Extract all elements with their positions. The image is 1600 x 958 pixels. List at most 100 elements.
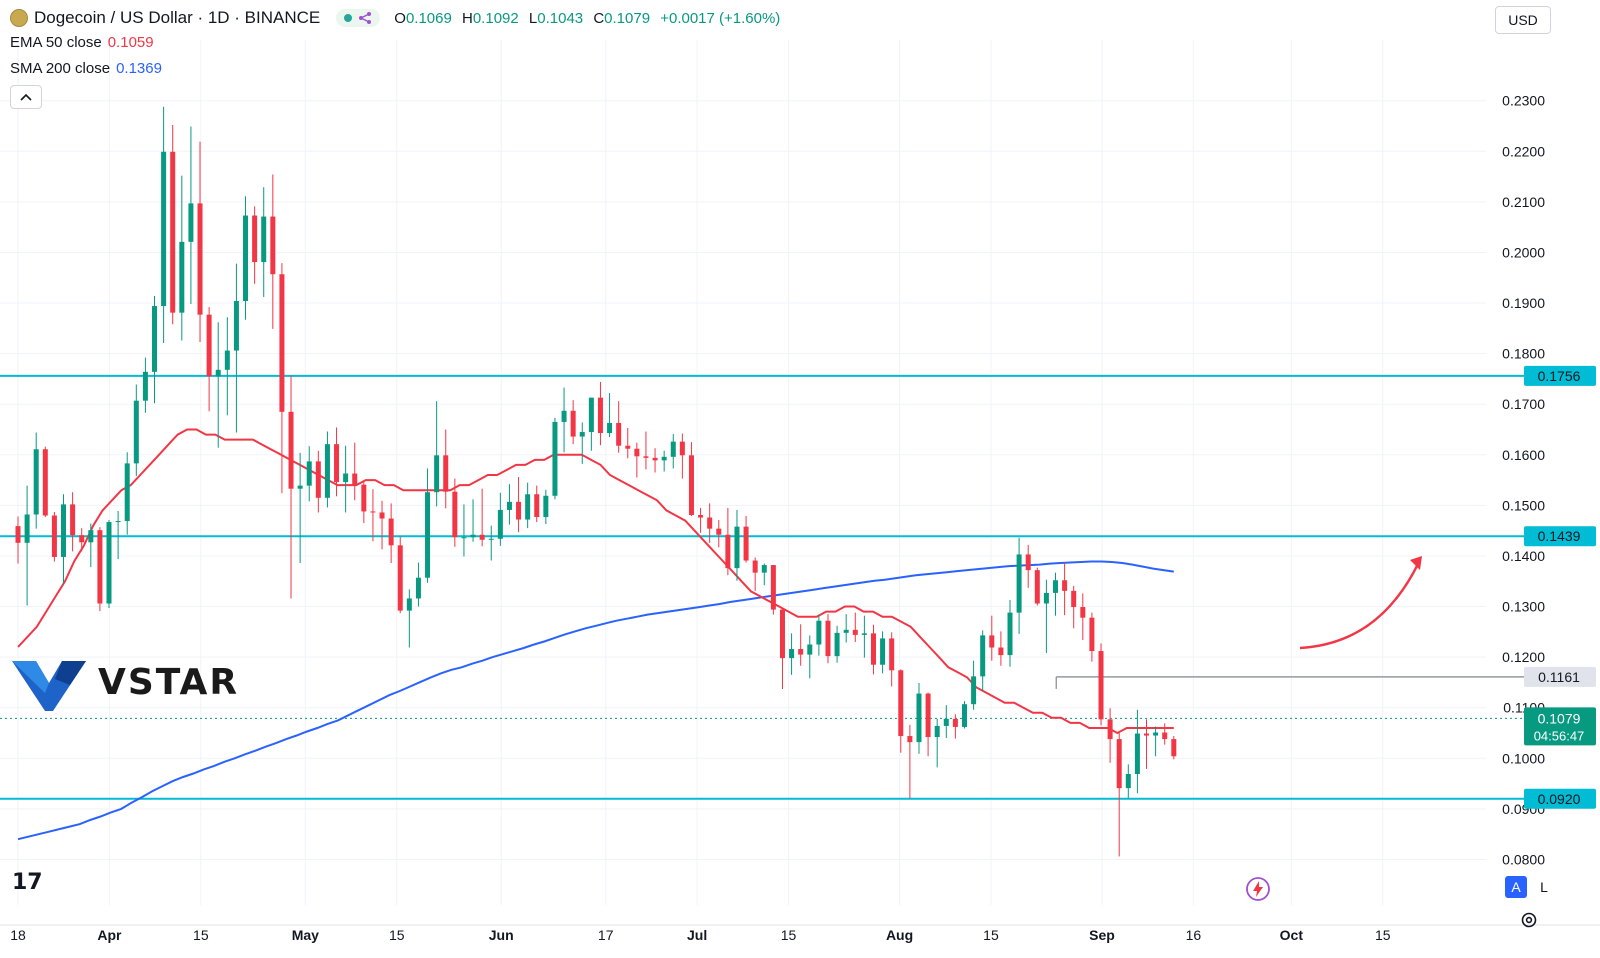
price-tick-label: 0.2000 bbox=[1502, 244, 1545, 260]
candle-body bbox=[1098, 651, 1104, 720]
candle-body bbox=[807, 644, 813, 655]
time-tick-label: Sep bbox=[1089, 927, 1115, 943]
candle-body bbox=[734, 526, 740, 569]
collapse-legend-button[interactable] bbox=[10, 85, 42, 109]
grid-lines bbox=[0, 40, 1486, 905]
candle-body bbox=[925, 693, 931, 738]
time-axis[interactable]: 18 Apr 15 May 15 Jun 17 Jul 15 Aug 15 Sep 16 Oct 15 bbox=[0, 924, 1600, 943]
candle-body bbox=[998, 647, 1004, 656]
candle-body bbox=[852, 629, 858, 635]
price-tag bbox=[1524, 526, 1596, 547]
candle-body bbox=[133, 400, 139, 464]
candle-body bbox=[534, 494, 540, 518]
candle-body bbox=[980, 635, 986, 677]
candle-body bbox=[279, 274, 285, 412]
symbol-title[interactable]: Dogecoin / US Dollar · 1D · BINANCE bbox=[34, 8, 321, 27]
price-tick-label: 0.1900 bbox=[1502, 295, 1545, 311]
price-tag bbox=[1524, 365, 1596, 386]
price-tick-label: 0.0800 bbox=[1502, 851, 1545, 867]
candle-body bbox=[607, 422, 613, 434]
candle-body bbox=[15, 526, 21, 543]
candle-body bbox=[1153, 732, 1159, 736]
candle-body bbox=[616, 422, 622, 446]
candle-body bbox=[79, 535, 85, 543]
open-key: O bbox=[394, 9, 406, 27]
vstar-watermark: VSTAR bbox=[10, 652, 239, 712]
price-tick-label: 0.1600 bbox=[1502, 447, 1545, 463]
price-tick-label: 0.1300 bbox=[1502, 599, 1545, 615]
candle-body bbox=[452, 491, 458, 538]
candle-body bbox=[1144, 733, 1150, 736]
ema-50-series bbox=[17, 428, 1174, 735]
candle-body bbox=[506, 501, 512, 510]
candle-body bbox=[643, 456, 649, 458]
low-key: L bbox=[528, 9, 538, 27]
last-price-label: 0.1079 bbox=[1538, 710, 1581, 726]
auto-scale-button[interactable]: A bbox=[1505, 876, 1527, 898]
time-tick-label: Apr bbox=[97, 927, 122, 943]
candle-body bbox=[370, 511, 376, 513]
candle-body bbox=[934, 725, 940, 738]
price-tick-label: 0.1200 bbox=[1502, 649, 1545, 665]
vstar-logo-icon bbox=[12, 661, 86, 711]
candle-body bbox=[497, 509, 503, 539]
price-tick-label: 0.1400 bbox=[1502, 548, 1545, 564]
open-value: 0.1069 bbox=[405, 9, 452, 27]
candle-body bbox=[707, 517, 713, 529]
share-icon bbox=[359, 12, 372, 24]
candle-body bbox=[415, 577, 421, 599]
ema-indicator-legend[interactable]: EMA 50 close 0.1059 bbox=[10, 34, 154, 51]
candle-body bbox=[634, 448, 640, 457]
candle-body bbox=[679, 441, 685, 456]
time-tick-label: 15 bbox=[389, 927, 405, 943]
candle-body bbox=[570, 410, 576, 437]
horizontal-levels bbox=[0, 374, 1524, 800]
candle-body bbox=[843, 629, 849, 633]
candle-body bbox=[761, 565, 767, 573]
close-value: 0.1079 bbox=[604, 9, 651, 27]
low-value: 0.1043 bbox=[537, 9, 584, 27]
candle-body bbox=[961, 704, 967, 727]
candle-body bbox=[789, 649, 795, 659]
candle-body bbox=[434, 455, 440, 493]
time-tick-label: Jun bbox=[489, 927, 514, 943]
candle-body bbox=[1107, 719, 1113, 740]
candle-body bbox=[1089, 617, 1095, 652]
candle-body bbox=[834, 632, 840, 657]
currency-button[interactable]: USD bbox=[1495, 6, 1551, 34]
candle-body bbox=[916, 693, 922, 743]
candle-body bbox=[1116, 739, 1122, 789]
sma-value: 0.1369 bbox=[116, 60, 162, 77]
candle-body bbox=[315, 461, 321, 498]
sma-indicator-legend[interactable]: SMA 200 close 0.1369 bbox=[10, 60, 162, 77]
candle-body bbox=[1162, 732, 1168, 740]
tradingview-logo[interactable]: 17 bbox=[12, 870, 43, 895]
candle-body bbox=[425, 492, 431, 578]
candle-body bbox=[406, 598, 412, 611]
price-axis[interactable]: 0.08000.09000.10000.11000.12000.13000.14… bbox=[1502, 93, 1545, 868]
lightning-icon[interactable] bbox=[1245, 876, 1271, 902]
sma-200-series bbox=[17, 560, 1174, 841]
candle-body bbox=[1016, 554, 1022, 613]
log-scale-button[interactable]: L bbox=[1540, 879, 1548, 895]
sma-200-line bbox=[17, 560, 1174, 841]
time-tick-label: May bbox=[292, 927, 319, 943]
candle-body bbox=[42, 449, 48, 516]
market-status[interactable] bbox=[336, 9, 381, 27]
candle-body bbox=[943, 718, 949, 726]
gear-icon[interactable] bbox=[1519, 910, 1539, 930]
candle-body bbox=[324, 444, 330, 498]
candle-body bbox=[543, 495, 549, 518]
high-value: 0.1092 bbox=[472, 9, 519, 27]
time-tick-label: 18 bbox=[10, 927, 26, 943]
candle-body bbox=[1171, 739, 1177, 757]
ema-value: 0.1059 bbox=[107, 34, 154, 51]
time-tick-label: 15 bbox=[983, 927, 999, 943]
candle-body bbox=[488, 538, 494, 540]
candle-body bbox=[1062, 580, 1068, 591]
price-tick-label: 0.2300 bbox=[1502, 93, 1545, 109]
candle-body bbox=[1125, 773, 1131, 789]
candle-body bbox=[297, 485, 303, 489]
candle-body bbox=[188, 203, 194, 242]
